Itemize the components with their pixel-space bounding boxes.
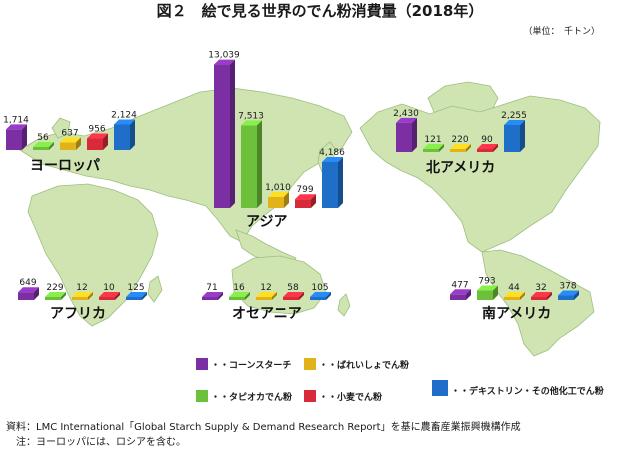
value-label-5-2: 793 <box>478 276 495 286</box>
value-label-0-4: 2,124 <box>111 111 137 121</box>
bar-5-4 <box>558 290 579 300</box>
legend: ・・コーンスターチ・・タピオカでん粉 ・・ばれいしょでん粉・・小麦でん粉 ・・デキス… <box>196 358 604 403</box>
value-label-5-3: 32 <box>535 283 546 293</box>
value-label-2-3: 90 <box>481 135 493 145</box>
bar-5-1 <box>504 292 525 300</box>
region-label-3: アフリカ <box>50 306 106 322</box>
legend-item-3: ・・小麦でん粉 <box>304 390 382 403</box>
map-africa <box>27 183 159 327</box>
bar-4-0 <box>202 292 223 300</box>
bar-0-1 <box>60 137 81 150</box>
bar-1-3 <box>295 194 316 208</box>
map-uk <box>51 117 71 139</box>
bar-4-4 <box>310 292 331 300</box>
bar-2-1 <box>450 144 471 152</box>
value-label-4-3: 58 <box>287 283 299 293</box>
region-note: 注：ヨーロッパには、ロシアを含む。 <box>6 435 186 448</box>
value-label-0-3: 956 <box>88 125 105 135</box>
bar-0-3 <box>87 133 108 150</box>
region-label-4: オセアニア <box>232 306 302 322</box>
value-label-5-1: 44 <box>508 283 520 293</box>
map-madagascar <box>147 275 163 303</box>
bar-3-0 <box>18 287 39 300</box>
bar-3-3 <box>99 292 120 300</box>
svg-text:・・コーンスターチ: ・・コーンスターチ <box>211 359 291 371</box>
map-new-zealand <box>337 293 351 317</box>
value-label-2-0: 2,430 <box>393 109 419 119</box>
bar-1-2 <box>241 120 262 208</box>
bar-0-4 <box>114 119 135 150</box>
bar-1-1 <box>268 191 289 208</box>
bar-3-2 <box>45 292 66 300</box>
value-label-2-2: 121 <box>424 135 441 145</box>
bar-3-1 <box>72 292 93 300</box>
bar-5-0 <box>450 289 471 300</box>
value-label-4-4: 105 <box>311 283 328 293</box>
svg-text:・・ばれいしょでん粉: ・・ばれいしょでん粉 <box>319 359 409 371</box>
legend-item-4: ・・デキストリン・その他化工でん粉 <box>432 380 604 397</box>
legend-item-0: ・・コーンスターチ <box>196 358 291 371</box>
svg-text:・・デキストリン・その他化工でん粉: ・・デキストリン・その他化工でん粉 <box>451 385 604 397</box>
bar-2-4 <box>504 119 525 152</box>
value-label-3-0: 649 <box>19 278 36 288</box>
svg-text:・・タピオカでん粉: ・・タピオカでん粉 <box>211 391 292 403</box>
svg-text:・・小麦でん粉: ・・小麦でん粉 <box>319 391 382 403</box>
source-note: 資料：LMC International「Global Starch Suppl… <box>6 420 521 433</box>
value-label-1-2: 7,513 <box>238 111 264 121</box>
value-label-4-0: 71 <box>206 283 217 293</box>
value-label-3-4: 125 <box>127 283 144 293</box>
map-south-america <box>481 249 595 357</box>
value-label-0-2: 56 <box>37 133 49 143</box>
bar-4-3 <box>283 292 304 300</box>
region-label-1: アジア <box>246 214 287 230</box>
bar-1-4 <box>322 156 343 208</box>
map-north-america <box>359 95 601 253</box>
value-label-4-1: 12 <box>260 283 271 293</box>
value-label-3-3: 10 <box>103 283 115 293</box>
legend-item-1: ・・ばれいしょでん粉 <box>304 358 409 371</box>
value-label-5-4: 378 <box>559 281 576 291</box>
bar-2-3 <box>477 144 498 152</box>
bar-2-0 <box>396 117 417 152</box>
value-label-4-2: 16 <box>233 283 245 293</box>
region-label-5: 南アメリカ <box>482 305 551 322</box>
bar-marks <box>6 59 579 300</box>
bar-2-2 <box>423 144 444 152</box>
value-label-1-3: 799 <box>296 185 313 195</box>
bar-4-2 <box>229 292 250 300</box>
legend-item-2: ・・タピオカでん粉 <box>196 390 292 403</box>
bar-0-2 <box>33 142 54 150</box>
value-label-0-0: 1,714 <box>3 115 29 125</box>
value-label-1-0: 13,039 <box>208 51 240 61</box>
bar-1-0 <box>214 59 235 208</box>
value-label-1-1: 1,010 <box>265 183 291 193</box>
chart-title: 図２ 絵で見る世界のでん粉消費量（2018年） <box>157 2 484 20</box>
bar-0-0 <box>6 124 27 150</box>
value-label-3-1: 12 <box>76 283 87 293</box>
bar-4-1 <box>256 292 277 300</box>
bar-5-3 <box>531 292 552 300</box>
unit-label: （単位： 千トン） <box>523 25 600 37</box>
value-label-2-4: 2,255 <box>501 111 527 121</box>
bar-3-4 <box>126 292 147 300</box>
value-label-3-2: 229 <box>46 283 63 293</box>
region-label-0: ヨーロッパ <box>30 158 100 174</box>
value-label-0-1: 637 <box>61 128 78 138</box>
value-labels: 1,714 56 637 956 2,124 13,039 7,513 1,010 799 4,1… <box>3 51 577 293</box>
value-label-5-0: 477 <box>451 280 468 290</box>
value-label-2-1: 220 <box>451 135 468 145</box>
value-label-1-4: 4,186 <box>319 148 345 158</box>
region-label-2: 北アメリカ <box>426 160 495 176</box>
bar-5-2 <box>477 285 498 300</box>
